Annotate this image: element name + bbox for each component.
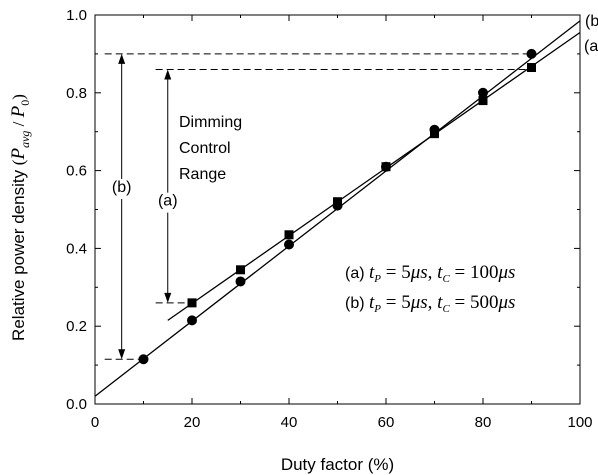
x-axis-title: Duty factor (%) <box>281 455 394 474</box>
range-arrow-b-head-down <box>118 349 125 359</box>
dimming-label-line: Control <box>179 140 231 157</box>
data-point-a <box>527 63 536 72</box>
y-tick-label: 0.8 <box>66 85 87 102</box>
x-tick-label: 60 <box>378 414 395 431</box>
y-tick-label: 0.6 <box>66 163 87 180</box>
range-arrow-b <box>118 54 125 359</box>
y-axis-title: Relative power density (Pavg / P0) <box>8 94 32 341</box>
x-tick-label: 100 <box>567 414 592 431</box>
x-tick-label: 20 <box>184 414 201 431</box>
data-point-b <box>527 49 537 59</box>
range-arrow-a-head-down <box>164 293 171 303</box>
range-arrow-a <box>164 69 171 302</box>
data-point-b <box>478 88 488 98</box>
y-tick-label: 0.0 <box>66 396 87 413</box>
range-label-a: (a) <box>158 193 178 210</box>
data-point-b <box>430 125 440 135</box>
data-point-a <box>236 265 245 274</box>
x-tick-label: 0 <box>91 414 99 431</box>
data-point-b <box>381 162 391 172</box>
y-tick-label: 1.0 <box>66 7 87 24</box>
legend-entry-a: (a) tP = 5μs, tC = 100μs <box>345 262 515 285</box>
x-tick-label: 40 <box>281 414 298 431</box>
dimming-label-line: Range <box>179 166 226 183</box>
legend-entry-b: (b) tP = 5μs, tC = 500μs <box>345 292 515 315</box>
range-arrow-b-head-up <box>118 54 125 64</box>
data-point-b <box>284 240 294 250</box>
range-label-b: (b) <box>112 179 132 196</box>
y-tick-label: 0.2 <box>66 318 87 335</box>
data-point-b <box>333 201 343 211</box>
range-arrow-a-head-up <box>164 69 171 79</box>
data-point-a <box>285 230 294 239</box>
dimming-label-line: Dimming <box>179 114 242 131</box>
data-point-b <box>236 276 246 286</box>
line-end-label-a: (a <box>584 38 598 55</box>
line-end-label-b: (b <box>585 13 598 30</box>
x-tick-label: 80 <box>475 414 492 431</box>
data-point-b <box>187 315 197 325</box>
y-tick-label: 0.4 <box>66 240 87 257</box>
data-point-a <box>188 298 197 307</box>
data-point-b <box>139 354 149 364</box>
